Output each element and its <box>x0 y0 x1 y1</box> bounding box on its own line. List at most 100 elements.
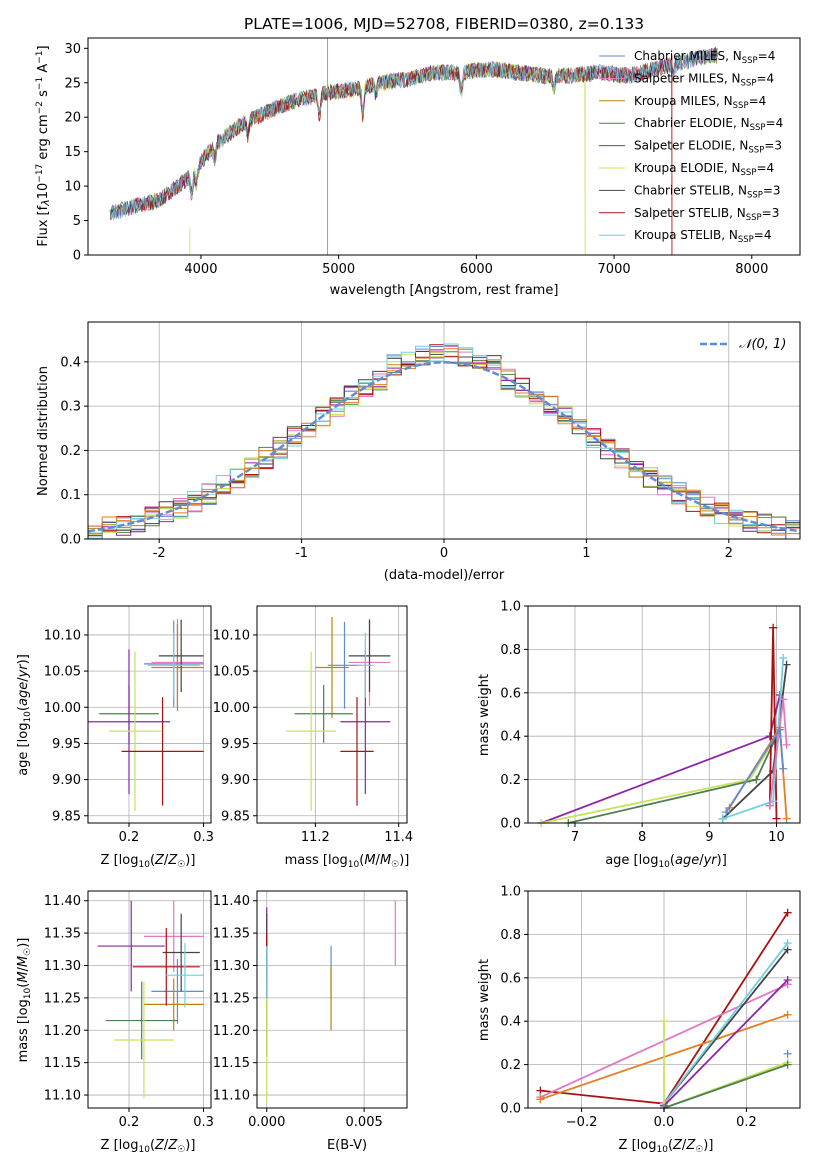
ageZ-ticks: 0.2 0.3 9.85 9.90 9.95 10.00 10.05 10.10 <box>44 628 214 845</box>
wAge-ticks: 7 8 9 10 0.0 0.2 0.4 0.6 0.8 1.0 <box>500 600 784 846</box>
y-tick-label: 9.85 <box>221 809 250 824</box>
x-tick-label: 6000 <box>460 262 493 277</box>
y-tick-label: 11.15 <box>213 1056 250 1071</box>
legend-label-kroupa_elodie: Kroupa ELODIE, NSSP=4 <box>634 161 774 178</box>
weight-marker-kroupa_stelib <box>779 654 788 663</box>
ageM-xlabel: mass [log10(M/M☉)] <box>285 853 410 870</box>
weight-line-salpeter_elodie <box>541 694 781 824</box>
y-tick-label: 0.8 <box>500 928 521 943</box>
weight-marker-chabrier_miles <box>779 764 788 773</box>
y-tick-label: 10.00 <box>44 701 81 716</box>
weight-marker-salpeter_stelib <box>769 623 778 632</box>
ageZ-xlabel: Z [log10(Z/Z☉)] <box>101 853 196 870</box>
weight-marker-salpeter_stelib <box>783 908 792 917</box>
legend-label-chabrier_stelib: Chabrier STELIB, NSSP=3 <box>634 183 781 200</box>
y-tick-label: 9.95 <box>52 737 81 752</box>
x-tick-label: 7 <box>571 830 579 845</box>
weight-marker-chabrier_elodie <box>752 775 761 784</box>
mass-vs-metallicity-panel: 0.2 0.3 11.10 11.15 11.20 11.25 11.30 11.35 11.4… <box>16 890 214 1155</box>
y-tick-label: 11.40 <box>44 894 81 909</box>
x-tick-label: −0.2 <box>566 1115 598 1130</box>
x-tick-label: 0.3 <box>193 1115 214 1130</box>
x-tick-label: 4000 <box>184 262 217 277</box>
wAge-axes-frame <box>527 605 801 824</box>
x-tick-label: 0.2 <box>736 1115 757 1130</box>
massZ-grid <box>88 891 211 1108</box>
spectrum-line-kroupa_elodie <box>186 61 586 256</box>
y-tick-label: 10.10 <box>44 628 81 643</box>
wAge-xlabel: age [log10(age/yr)] <box>605 853 727 870</box>
ageZ-ylabel: age [log10(age/yr)] <box>16 654 33 776</box>
y-tick-label: 0.6 <box>500 971 521 986</box>
x-tick-label: 7000 <box>598 262 631 277</box>
y-tick-label: 10.05 <box>213 665 250 680</box>
y-tick-label: 10 <box>64 180 81 195</box>
y-tick-label: 0.3 <box>60 400 81 415</box>
x-tick-label: 0.0 <box>654 1115 675 1130</box>
y-tick-label: 25 <box>64 76 81 91</box>
y-tick-label: 0.2 <box>500 773 521 788</box>
mass-weight-vs-age-panel: 7 8 9 10 0.0 0.2 0.4 0.6 0.8 1.0 age [log10(age/y… <box>477 600 801 870</box>
spectrum-line-chabrier_stelib <box>109 46 718 220</box>
y-tick-label: 0.0 <box>500 1102 521 1117</box>
massE-errorbars <box>266 900 396 1102</box>
y-tick-label: 0.4 <box>500 730 521 745</box>
weight-line-salpeter_elodie <box>663 979 789 1107</box>
y-tick-label: 0.6 <box>500 686 521 701</box>
y-tick-label: 0.0 <box>60 533 81 548</box>
hist-bars <box>87 343 801 540</box>
y-tick-label: 0.2 <box>500 1058 521 1073</box>
x-tick-label: 5000 <box>322 262 355 277</box>
legend-label-salpeter_elodie: Salpeter ELODIE, NSSP=3 <box>634 139 782 156</box>
y-tick-label: 11.10 <box>213 1089 250 1104</box>
massZ-ticks: 0.2 0.3 11.10 11.15 11.20 11.25 11.30 11.35 11.4… <box>44 894 214 1130</box>
y-tick-label: 9.90 <box>221 773 250 788</box>
age-vs-mass-panel: 11.2 11.4 9.85 9.90 9.95 10.00 10.05 10.10 mass… <box>213 605 413 870</box>
y-tick-label: 0.4 <box>500 1015 521 1030</box>
y-tick-label: 11.20 <box>213 1024 250 1039</box>
legend-label-kroupa_stelib: Kroupa STELIB, NSSP=4 <box>634 228 772 245</box>
x-tick-label: 10 <box>768 830 785 845</box>
legend-label-salpeter_miles: Salpeter MILES, NSSP=4 <box>634 71 774 88</box>
y-tick-label: 11.10 <box>44 1089 81 1104</box>
y-tick-label: 5 <box>73 214 81 229</box>
weight-marker-salpeter_elodie <box>765 732 774 741</box>
y-tick-label: 10.00 <box>213 701 250 716</box>
spectrum-lines <box>109 38 718 256</box>
y-tick-label: 30 <box>64 42 81 57</box>
massZ-axes-frame <box>87 890 212 1109</box>
y-tick-label: 0 <box>73 249 81 264</box>
normal-legend-label: 𝒩(0, 1) <box>739 337 786 352</box>
x-tick-label: 8 <box>638 830 646 845</box>
y-tick-label: 9.90 <box>52 773 81 788</box>
y-tick-label: 11.40 <box>213 894 250 909</box>
weight-marker-salpeter_elodie <box>783 975 792 984</box>
y-tick-label: 11.25 <box>213 991 250 1006</box>
wAge-ylabel: mass weight <box>477 674 492 756</box>
weight-marker-chabrier_miles <box>722 808 731 817</box>
y-tick-label: 9.95 <box>221 737 250 752</box>
legend-label-chabrier_miles: Chabrier MILES, NSSP=4 <box>634 49 775 66</box>
hist-ticks: -2 -1 0 1 2 0.0 0.1 0.2 0.3 0.4 <box>60 355 733 561</box>
weight-marker-chabrier_stelib <box>782 660 791 669</box>
weight-marker-salpeter_miles <box>765 801 774 810</box>
ageZ-grid <box>88 606 211 823</box>
weight-marker-salpeter_stelib <box>772 814 781 823</box>
ageM-ticks: 11.2 11.4 9.85 9.90 9.95 10.00 10.05 10.10 <box>213 628 413 845</box>
ageZ-axes-frame <box>87 605 212 824</box>
spectrum-xlabel: wavelength [Angstrom, rest frame] <box>330 283 559 298</box>
wZ-xlabel: Z [log10(Z/Z☉)] <box>619 1138 714 1155</box>
weight-marker-chabrier_elodie <box>783 1060 792 1069</box>
weight-marker-salpeter_miles <box>782 740 791 749</box>
x-tick-label: 0 <box>440 546 448 561</box>
weight-marker-kroupa_stelib <box>783 939 792 948</box>
y-tick-label: 11.20 <box>44 1024 81 1039</box>
x-tick-label: -1 <box>295 546 308 561</box>
hist-ylabel: Normed distribution <box>36 366 51 496</box>
wAge-grid <box>528 605 800 824</box>
hist-step-kroupa_stelib <box>88 343 800 539</box>
massE-axes-frame <box>256 890 408 1109</box>
massE-ticks: 0.000 0.005 11.10 11.15 11.20 11.25 11.30 11.35… <box>213 894 383 1130</box>
x-tick-label: 0.000 <box>248 1115 285 1130</box>
